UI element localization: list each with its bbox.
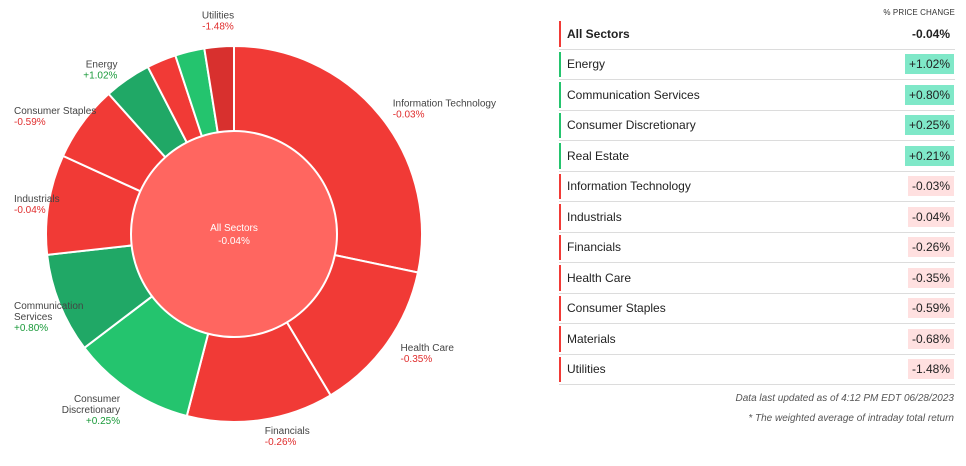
sector-rows: All Sectors -0.04% Energy +1.02% Communicati… xyxy=(559,19,955,385)
slice-label: Health Care xyxy=(401,343,455,354)
row-indicator-bar xyxy=(559,295,561,321)
slice-value-label: -0.26% xyxy=(265,437,297,448)
center-value: -0.04% xyxy=(218,236,250,247)
sector-name: Energy xyxy=(567,57,606,72)
sector-name: Financials xyxy=(567,240,622,255)
center-label: All Sectors xyxy=(210,223,258,234)
sector-row[interactable]: Utilities -1.48% xyxy=(559,355,955,385)
slice-value-label: +0.80% xyxy=(14,323,48,334)
slice-label: Industrials xyxy=(14,194,60,205)
slice-value-label: -0.03% xyxy=(393,110,425,121)
sector-row[interactable]: Consumer Discretionary +0.25% xyxy=(559,111,955,141)
sector-name: Consumer Discretionary xyxy=(567,118,696,133)
sector-name: Real Estate xyxy=(567,148,630,163)
sector-table: % PRICE CHANGE All Sectors -0.04% Energy +1… xyxy=(559,0,955,385)
row-indicator-bar xyxy=(559,326,561,352)
sector-change-value: -0.04% xyxy=(911,26,950,41)
row-indicator-bar xyxy=(559,82,561,108)
slice-label: Consumer Staples xyxy=(14,106,96,117)
weighted-average-note: * The weighted average of intraday total… xyxy=(748,413,954,424)
sector-change-value: +0.80% xyxy=(904,84,954,105)
price-change-header: % PRICE CHANGE xyxy=(883,8,955,17)
last-updated-text: Data last updated as of 4:12 PM EDT 06/2… xyxy=(735,393,954,404)
slice-label: Services xyxy=(14,312,52,323)
sector-row[interactable]: Communication Services +0.80% xyxy=(559,80,955,111)
sector-row[interactable]: Materials -0.68% xyxy=(559,324,955,355)
sector-name: Industrials xyxy=(567,209,622,224)
sector-donut-chart: Information Technology-0.03%Health Care-… xyxy=(14,11,496,448)
sector-row[interactable]: All Sectors -0.04% xyxy=(559,19,955,50)
slice-label: Discretionary xyxy=(62,405,120,416)
sector-name: Materials xyxy=(567,331,616,346)
sector-name: Communication Services xyxy=(567,87,700,102)
row-indicator-bar xyxy=(559,51,561,77)
sector-row[interactable]: Financials -0.26% xyxy=(559,233,955,263)
row-indicator-bar xyxy=(559,204,561,230)
sector-change-value: -0.59% xyxy=(907,298,954,319)
slice-label: Utilities xyxy=(202,11,234,22)
slice-label: Information Technology xyxy=(393,99,496,110)
sector-change-value: -0.26% xyxy=(907,237,954,258)
row-indicator-bar xyxy=(559,356,561,382)
sector-name: Utilities xyxy=(567,362,606,377)
slice-value-label: -0.04% xyxy=(14,205,46,216)
sector-row[interactable]: Information Technology -0.03% xyxy=(559,172,955,202)
sector-row[interactable]: Health Care -0.35% xyxy=(559,263,955,294)
sector-row[interactable]: Energy +1.02% xyxy=(559,50,955,80)
sector-name: All Sectors xyxy=(567,26,630,41)
sector-change-value: +0.25% xyxy=(904,115,954,136)
slice-value-label: -0.59% xyxy=(14,117,46,128)
sector-change-value: -0.68% xyxy=(907,328,954,349)
sector-row[interactable]: Real Estate +0.21% xyxy=(559,141,955,172)
slice-value-label: +1.02% xyxy=(83,71,117,82)
donut-center[interactable] xyxy=(130,130,338,338)
row-indicator-bar xyxy=(559,173,561,199)
sector-change-value: -0.04% xyxy=(907,206,954,227)
sector-row[interactable]: Consumer Staples -0.59% xyxy=(559,294,955,324)
row-indicator-bar xyxy=(559,112,561,138)
sector-name: Health Care xyxy=(567,270,632,285)
sector-change-value: +1.02% xyxy=(904,54,954,75)
row-indicator-bar xyxy=(559,143,561,169)
row-indicator-bar xyxy=(559,265,561,291)
sector-change-value: -1.48% xyxy=(907,359,954,380)
slice-value-label: -1.48% xyxy=(202,22,234,33)
sector-row[interactable]: Industrials -0.04% xyxy=(559,202,955,233)
slice-label: Consumer xyxy=(74,394,121,405)
row-indicator-bar xyxy=(559,21,561,47)
slice-label: Energy xyxy=(86,60,118,71)
sector-change-value: -0.35% xyxy=(907,267,954,288)
sector-change-value: +0.21% xyxy=(904,145,954,166)
slice-value-label: +0.25% xyxy=(86,416,120,427)
sector-change-value: -0.03% xyxy=(907,176,954,197)
slice-label: Financials xyxy=(265,426,310,437)
slice-value-label: -0.35% xyxy=(401,354,433,365)
slice-label: Communication xyxy=(14,301,83,312)
sector-name: Information Technology xyxy=(567,179,691,194)
row-indicator-bar xyxy=(559,234,561,260)
sector-name: Consumer Staples xyxy=(567,301,666,316)
